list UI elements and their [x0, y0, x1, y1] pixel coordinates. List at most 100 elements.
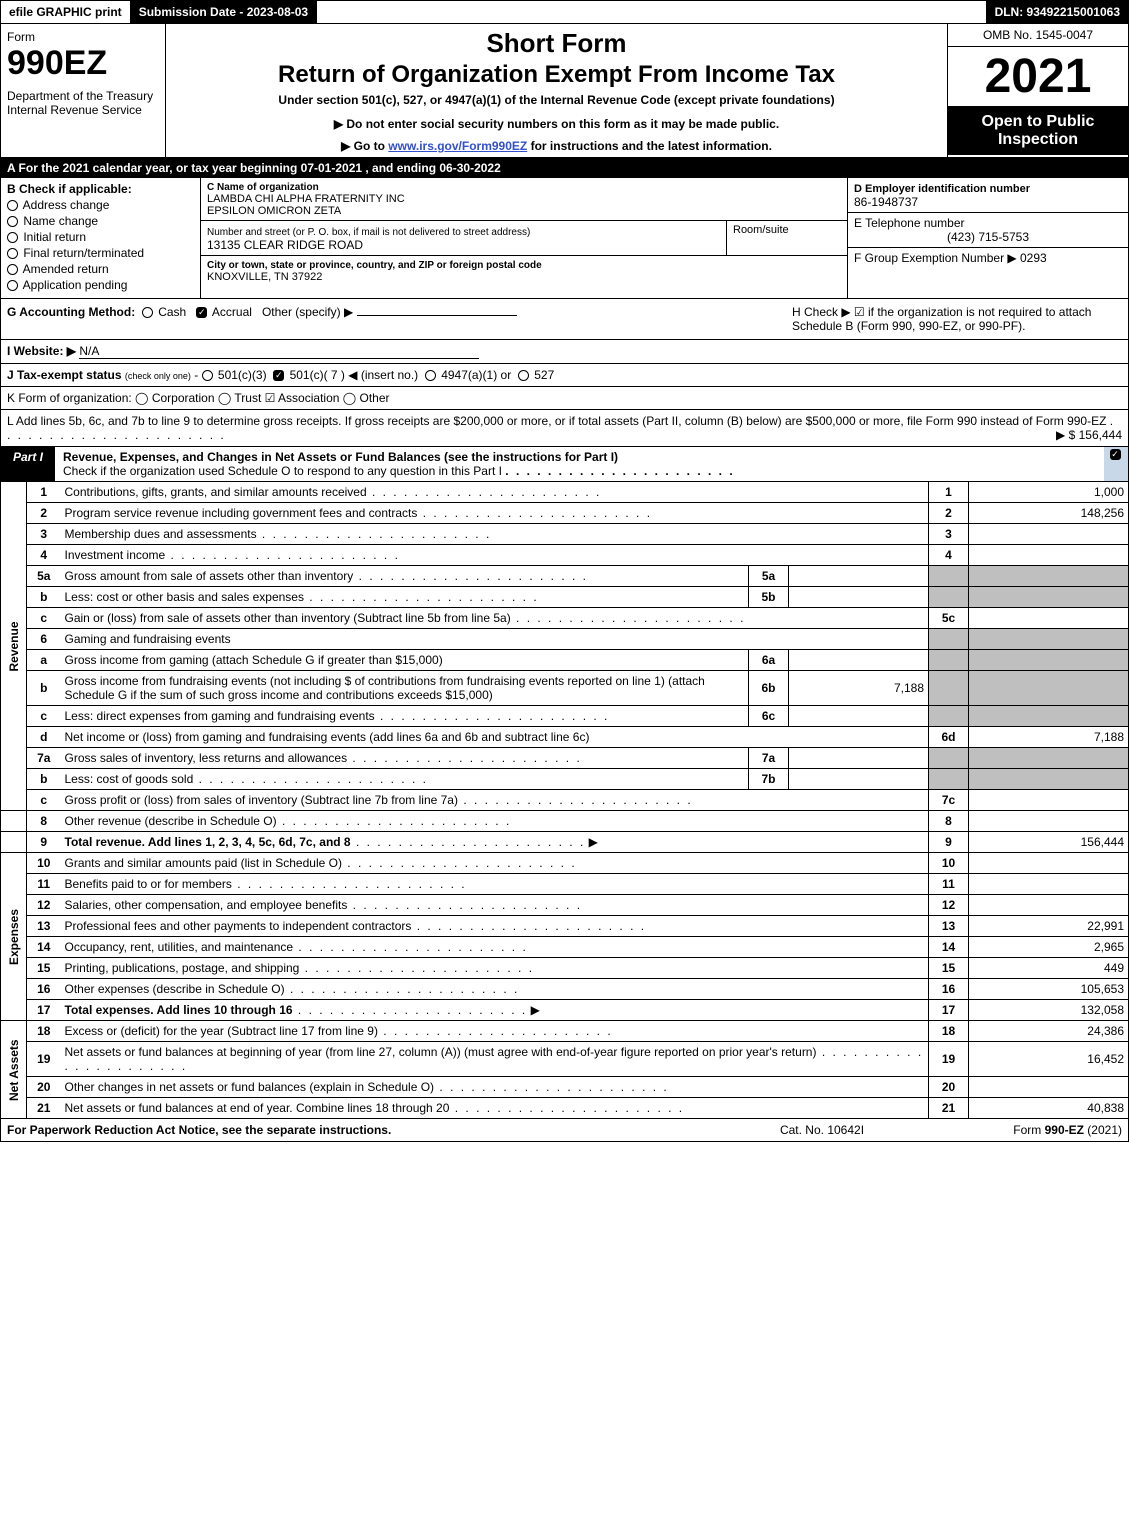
table-row: c Gain or (loss) from sale of assets oth… [1, 608, 1129, 629]
box-c-name: C Name of organization LAMBDA CHI ALPHA … [201, 178, 847, 221]
table-row: Expenses 10 Grants and similar amounts p… [1, 853, 1129, 874]
side-expenses: Expenses [1, 853, 27, 1021]
row-value: 156,444 [969, 832, 1129, 853]
row-num: d [27, 727, 61, 748]
row-num: 14 [27, 937, 61, 958]
row-num: b [27, 587, 61, 608]
mini-val [789, 748, 929, 769]
row-value [969, 524, 1129, 545]
website-value: N/A [79, 344, 479, 359]
chk-4947[interactable] [425, 370, 436, 381]
footer-center: Cat. No. 10642I [722, 1123, 922, 1137]
box-num: 14 [929, 937, 969, 958]
row-desc: Net income or (loss) from gaming and fun… [65, 730, 590, 744]
side-spacer [1, 811, 27, 832]
part-1-title: Revenue, Expenses, and Changes in Net As… [55, 447, 1104, 481]
table-row: 8 Other revenue (describe in Schedule O)… [1, 811, 1129, 832]
row-value [969, 1077, 1129, 1098]
dots [165, 548, 400, 562]
line-l: L Add lines 5b, 6c, and 7b to line 9 to … [0, 410, 1129, 447]
box-c-city: City or town, state or province, country… [201, 256, 847, 286]
table-row: 21 Net assets or fund balances at end of… [1, 1098, 1129, 1119]
dots [304, 590, 539, 604]
box-shade [929, 671, 969, 706]
form-number: 990EZ [7, 44, 159, 83]
box-num: 21 [929, 1098, 969, 1119]
chk-527[interactable] [518, 370, 529, 381]
row-value: 24,386 [969, 1021, 1129, 1042]
line-l-text: L Add lines 5b, 6c, and 7b to line 9 to … [7, 414, 1106, 428]
chk-accrual[interactable]: ✓ [196, 307, 207, 318]
dots [347, 898, 582, 912]
mini-val [789, 706, 929, 727]
table-row: 16 Other expenses (describe in Schedule … [1, 979, 1129, 1000]
chk-cash[interactable] [142, 307, 153, 318]
row-value: 132,058 [969, 1000, 1129, 1021]
dots [449, 1101, 684, 1115]
mini-val [789, 587, 929, 608]
header-left: Form 990EZ Department of the Treasury In… [1, 24, 166, 157]
row-desc: Other expenses (describe in Schedule O) [65, 982, 285, 996]
row-value: 449 [969, 958, 1129, 979]
table-row: 15 Printing, publications, postage, and … [1, 958, 1129, 979]
chk-application-pending[interactable]: Application pending [7, 278, 194, 292]
table-row: a Gross income from gaming (attach Sched… [1, 650, 1129, 671]
line-k: K Form of organization: ◯ Corporation ◯ … [0, 387, 1129, 410]
chk-501c[interactable]: ✓ [273, 370, 284, 381]
part-1-schedule-o-chk[interactable]: ✓ [1104, 447, 1128, 481]
row-desc: Salaries, other compensation, and employ… [65, 898, 348, 912]
chk-name-change[interactable]: Name change [7, 214, 194, 228]
city-label: City or town, state or province, country… [207, 260, 542, 271]
box-num: 19 [929, 1042, 969, 1077]
row-desc: Excess or (deficit) for the year (Subtra… [65, 1024, 378, 1038]
box-b-label: B Check if applicable: [7, 182, 132, 196]
line-h: H Check ▶ ☑ if the organization is not r… [792, 305, 1122, 333]
dots [277, 814, 512, 828]
chk-initial-return[interactable]: Initial return [7, 230, 194, 244]
group-exemption-value: ▶ 0293 [1007, 251, 1046, 265]
chk-label: Final return/terminated [23, 246, 144, 260]
row-value: 2,965 [969, 937, 1129, 958]
chk-final-return[interactable]: Final return/terminated [7, 246, 194, 260]
form-header: Form 990EZ Department of the Treasury In… [0, 24, 1129, 158]
chk-501c3[interactable] [202, 370, 213, 381]
table-row: 4 Investment income 4 [1, 545, 1129, 566]
table-row: Net Assets 18 Excess or (deficit) for th… [1, 1021, 1129, 1042]
row-desc: Total revenue. Add lines 1, 2, 3, 4, 5c,… [65, 835, 351, 849]
row-desc: Net assets or fund balances at end of ye… [65, 1101, 450, 1115]
line-a: A For the 2021 calendar year, or tax yea… [0, 158, 1129, 178]
table-row: c Less: direct expenses from gaming and … [1, 706, 1129, 727]
goto-text: ▶ Go to www.irs.gov/Form990EZ for instru… [174, 139, 939, 153]
row-desc: Total expenses. Add lines 10 through 16 [65, 1003, 293, 1017]
row-num: 13 [27, 916, 61, 937]
val-shade [969, 748, 1129, 769]
box-num: 13 [929, 916, 969, 937]
part-1-tag: Part I [1, 447, 55, 481]
goto-link[interactable]: www.irs.gov/Form990EZ [388, 139, 527, 153]
line-g: G Accounting Method: Cash ✓ Accrual Othe… [7, 305, 792, 333]
val-shade [969, 587, 1129, 608]
row-value [969, 608, 1129, 629]
table-row: 20 Other changes in net assets or fund b… [1, 1077, 1129, 1098]
row-num: 16 [27, 979, 61, 1000]
table-row: 3 Membership dues and assessments 3 [1, 524, 1129, 545]
box-f-label: F Group Exemption Number [854, 251, 1004, 265]
box-num: 17 [929, 1000, 969, 1021]
mini-val: 7,188 [789, 671, 929, 706]
dots [193, 772, 428, 786]
val-shade [969, 650, 1129, 671]
part-1-table: Revenue 1 Contributions, gifts, grants, … [0, 482, 1129, 1119]
chk-address-change[interactable]: Address change [7, 198, 194, 212]
table-row: 17 Total expenses. Add lines 10 through … [1, 1000, 1129, 1021]
row-num: c [27, 608, 61, 629]
mini-num: 7b [749, 769, 789, 790]
dots [299, 961, 534, 975]
row-desc: Gross income from fundraising events (no… [65, 674, 705, 702]
dots [511, 611, 746, 625]
row-num: b [27, 769, 61, 790]
box-num: 16 [929, 979, 969, 1000]
row-value: 16,452 [969, 1042, 1129, 1077]
side-netassets: Net Assets [1, 1021, 27, 1119]
chk-amended-return[interactable]: Amended return [7, 262, 194, 276]
box-num: 9 [929, 832, 969, 853]
